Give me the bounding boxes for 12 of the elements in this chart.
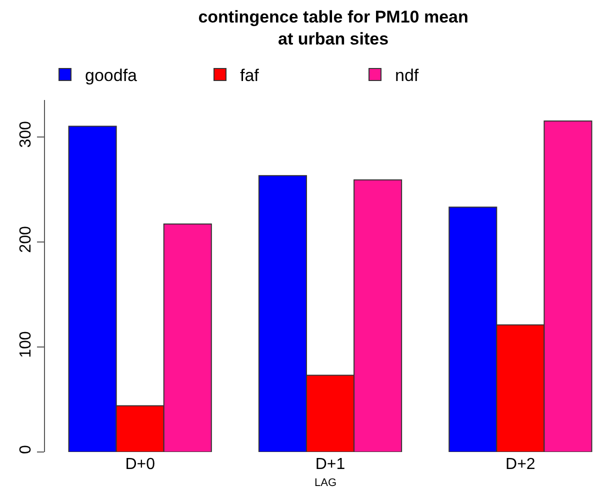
y-tick-label: 200 xyxy=(18,226,35,253)
legend-label: goodfa xyxy=(85,66,138,86)
x-tick-label: D+0 xyxy=(125,456,156,473)
y-tick-label: 300 xyxy=(18,120,35,148)
x-axis-title: LAG xyxy=(314,477,337,490)
y-tick-label: 0 xyxy=(18,445,35,454)
chart-title: contingence table for PM10 mean at urban sites xyxy=(198,7,468,48)
legend-label: faf xyxy=(240,66,260,86)
x-tick-label: D+2 xyxy=(506,456,536,473)
y-tick-label: 100 xyxy=(18,331,35,358)
legend-label: ndf xyxy=(395,66,419,86)
x-tick-label: D+1 xyxy=(315,456,346,473)
